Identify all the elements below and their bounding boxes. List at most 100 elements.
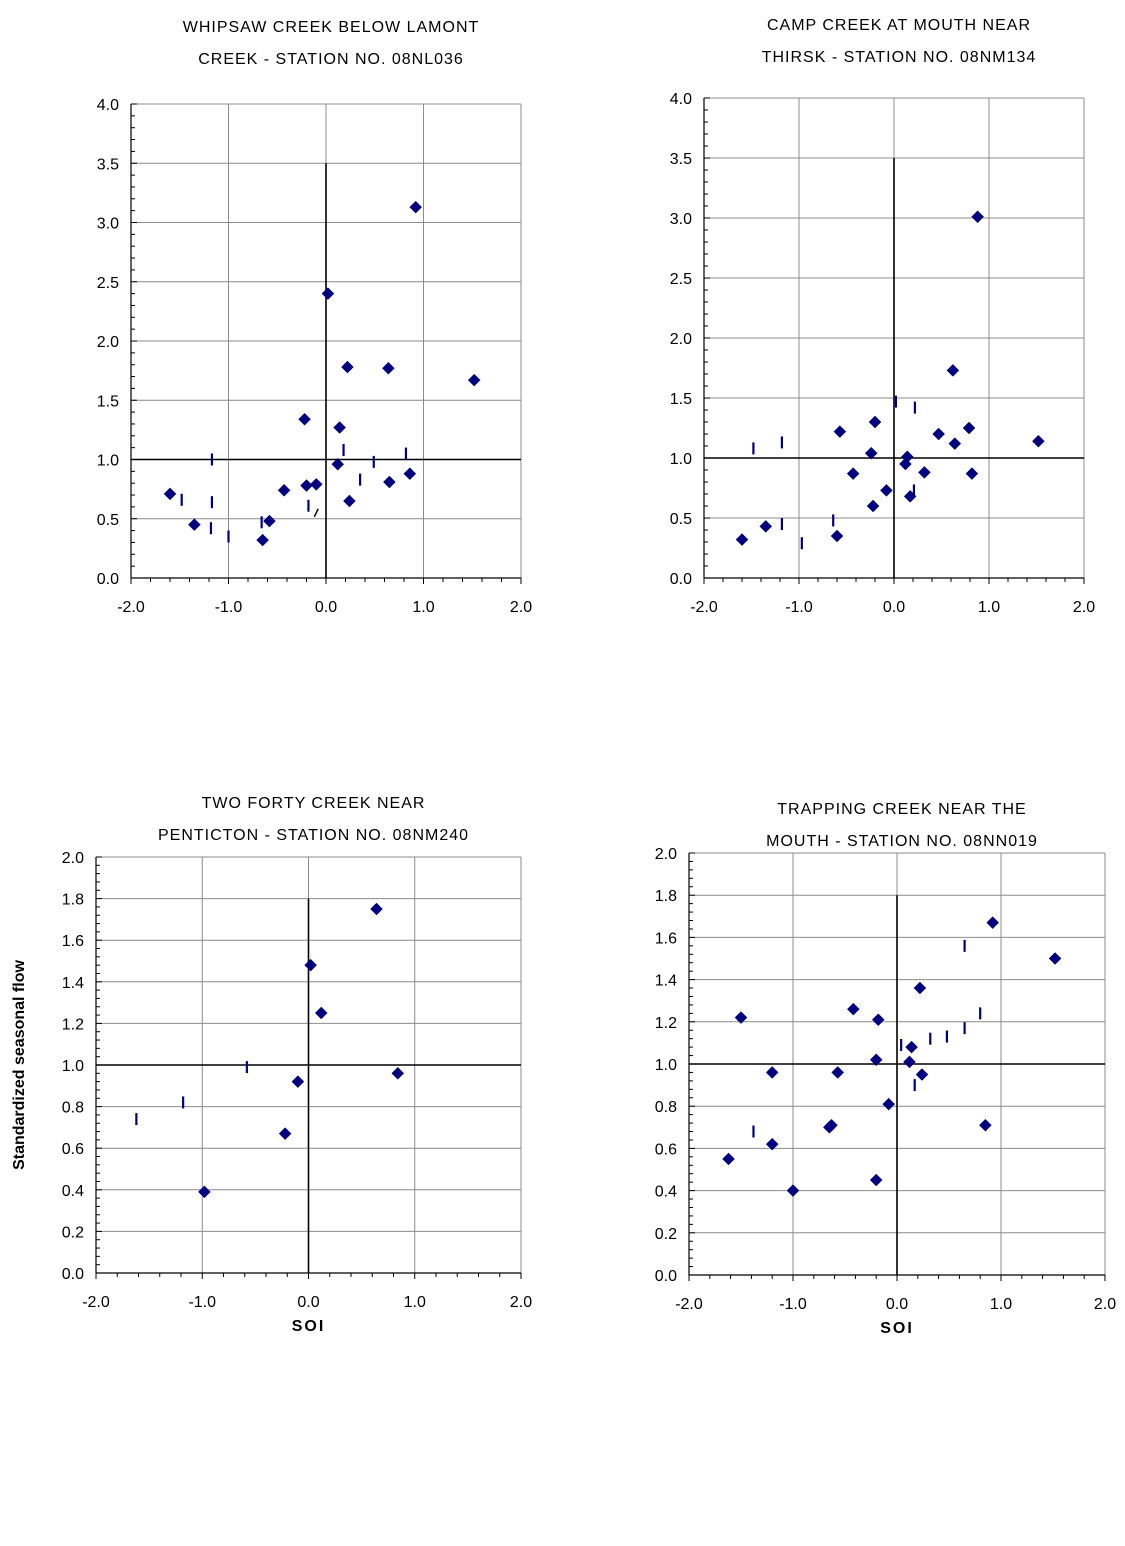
data-point: [948, 437, 962, 450]
data-point: [831, 1066, 845, 1079]
y-tick-label: 0.4: [62, 1183, 84, 1200]
x-tick-label: -2.0: [690, 599, 718, 616]
y-tick-label: 0.6: [62, 1141, 84, 1158]
data-point: [341, 360, 354, 374]
data-point: [298, 412, 311, 426]
x-tick-label: -1.0: [188, 1294, 216, 1311]
data-point: [188, 518, 201, 532]
data-point: [869, 1053, 883, 1067]
x-tick-label: -2.0: [675, 1296, 703, 1313]
x-tick-label: 1.0: [404, 1294, 426, 1311]
y-tick-label: 3.0: [97, 216, 119, 233]
data-point: [304, 958, 317, 972]
y-tick-label: 0.6: [655, 1141, 677, 1158]
y-tick-label: 0.0: [62, 1266, 84, 1283]
data-point: [868, 415, 882, 429]
chart-title-line-2: CREEK - STATION NO. 08NL036: [198, 51, 464, 68]
y-tick-label: 0.5: [670, 511, 692, 528]
y-tick-label: 0.2: [655, 1226, 677, 1243]
data-point: [915, 1068, 929, 1081]
data-point: [382, 361, 395, 375]
y-tick-label: 0.0: [670, 571, 692, 588]
x-tick-label: 1.0: [978, 599, 1000, 616]
data-point: [846, 1002, 860, 1016]
x-tick-label: 2.0: [510, 599, 532, 616]
x-tick-label: -1.0: [779, 1296, 807, 1313]
x-tick-label: 1.0: [990, 1296, 1012, 1313]
y-tick-label: 0.5: [97, 512, 119, 529]
data-point: [391, 1066, 405, 1080]
x-tick-label: -1.0: [215, 599, 243, 616]
y-tick-label: 1.0: [655, 1057, 677, 1074]
x-tick-label: 0.0: [883, 599, 905, 616]
y-tick-label: 1.6: [655, 930, 677, 947]
y-tick-label: 2.0: [97, 334, 119, 351]
data-point: [759, 520, 773, 533]
chart-title-line-2: THIRSK - STATION NO. 08NM134: [762, 49, 1037, 66]
data-point: [833, 425, 847, 438]
chart-title-line-2: MOUTH - STATION NO. 08NN019: [766, 833, 1038, 850]
chart-2: CAMP CREEK AT MOUTH NEAR THIRSK - STATION…: [670, 17, 1095, 616]
y-tick-label: 3.0: [670, 211, 692, 228]
y-tick-label: 1.8: [655, 888, 677, 905]
data-point: [946, 364, 960, 377]
y-tick-label: 2.0: [655, 846, 677, 863]
y-tick-label: 4.0: [97, 97, 119, 114]
data-point: [333, 421, 347, 434]
data-point: [734, 1011, 748, 1024]
y-tick-label: 1.5: [670, 391, 692, 408]
chart-title-line-1: TRAPPING CREEK NEAR THE: [777, 801, 1026, 818]
data-point: [869, 1173, 883, 1187]
data-point: [291, 1075, 305, 1088]
data-point: [331, 457, 345, 471]
x-axis-title: SOI: [880, 1320, 914, 1337]
data-point: [905, 1040, 918, 1054]
data-point: [403, 467, 417, 481]
y-tick-label: 1.4: [655, 973, 677, 990]
x-tick-label: -2.0: [117, 599, 145, 616]
x-tick-label: 2.0: [510, 1294, 532, 1311]
chart-title-line-1: WHIPSAW CREEK BELOW LAMONT: [183, 19, 480, 36]
x-tick-label: 0.0: [315, 599, 337, 616]
data-slash-mark: [313, 508, 319, 518]
data-point: [300, 479, 313, 492]
charts-layer: WHIPSAW CREEK BELOW LAMONT CREEK - STATIO…: [11, 17, 1116, 1337]
y-tick-label: 1.2: [655, 1015, 677, 1032]
data-point: [918, 466, 931, 479]
data-point: [825, 1118, 838, 1132]
data-point: [1048, 952, 1062, 965]
data-point: [263, 514, 276, 528]
data-point: [198, 1185, 211, 1199]
data-point: [962, 421, 976, 435]
data-point: [903, 490, 917, 503]
data-point: [765, 1137, 779, 1151]
data-point: [786, 1184, 800, 1197]
data-point: [971, 210, 984, 224]
data-point: [383, 475, 396, 489]
chart-title-line-1: CAMP CREEK AT MOUTH NEAR: [767, 17, 1031, 34]
data-point: [370, 902, 383, 916]
data-point: [903, 1055, 916, 1069]
y-tick-label: 0.8: [655, 1099, 677, 1116]
data-point: [979, 1118, 992, 1132]
data-point: [735, 533, 749, 546]
y-tick-label: 3.5: [97, 156, 119, 173]
data-point: [965, 467, 979, 480]
y-tick-label: 1.5: [97, 393, 119, 410]
data-point: [864, 446, 878, 460]
data-point: [467, 373, 481, 387]
chart-4: TRAPPING CREEK NEAR THE MOUTH - STATION N…: [655, 801, 1116, 1337]
chart-3: TWO FORTY CREEK NEAR PENTICTON - STATION …: [11, 795, 532, 1335]
chart-1: WHIPSAW CREEK BELOW LAMONT CREEK - STATIO…: [97, 19, 532, 616]
x-tick-label: 1.0: [412, 599, 434, 616]
x-tick-label: 2.0: [1094, 1296, 1116, 1313]
data-point: [846, 467, 860, 480]
y-tick-label: 2.0: [670, 331, 692, 348]
y-axis-title: Standardized seasonal flow: [11, 960, 28, 1170]
data-point: [256, 533, 269, 547]
x-tick-label: 0.0: [886, 1296, 908, 1313]
data-point: [900, 450, 914, 464]
y-tick-label: 1.0: [97, 453, 119, 470]
data-point: [871, 1013, 885, 1027]
